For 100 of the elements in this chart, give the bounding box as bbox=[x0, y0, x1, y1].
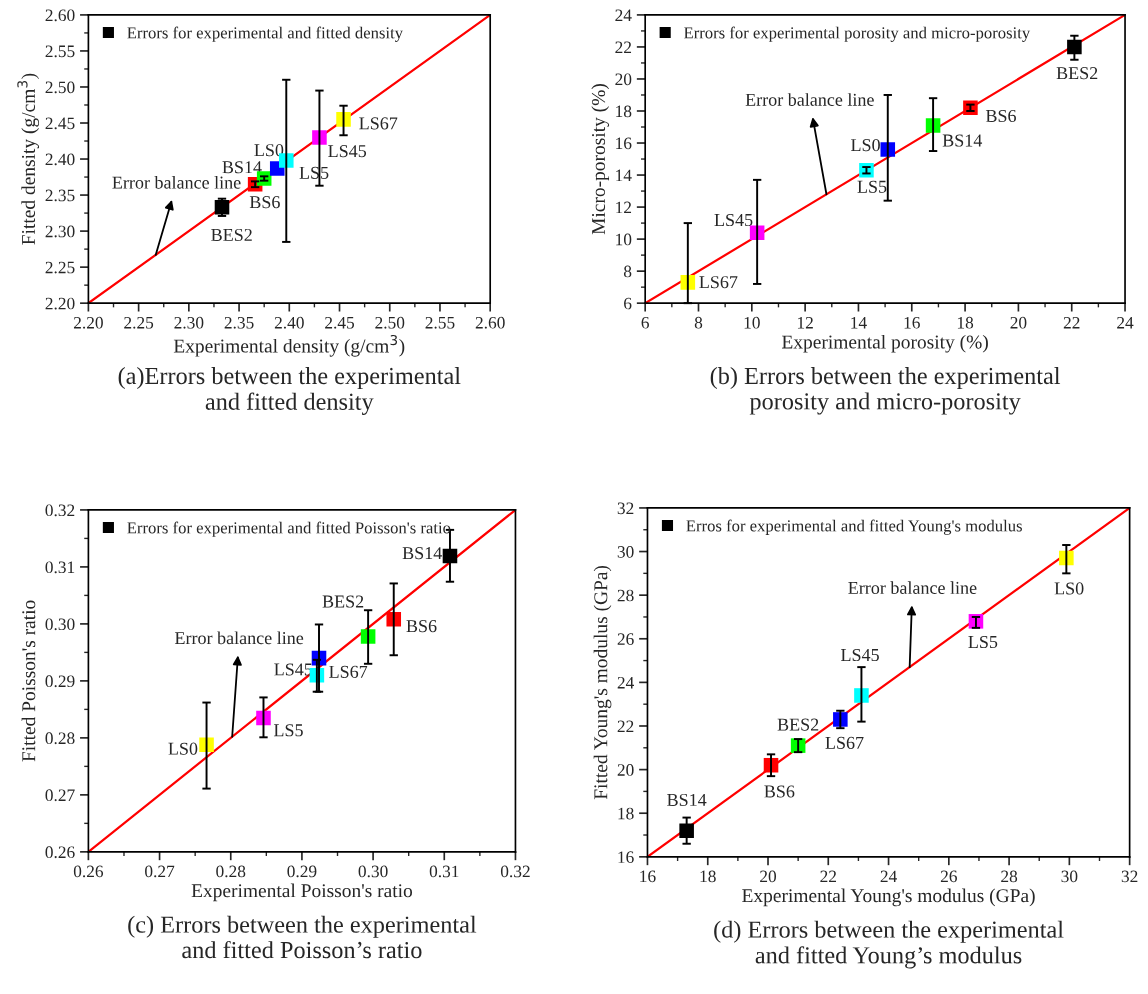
text: (d) Errors between the experimental and fitted Young’s modulus bbox=[714, 920, 1064, 969]
x-tick-label: 10 bbox=[744, 316, 760, 329]
x-tick-label: 18 bbox=[700, 870, 716, 883]
x-tick-label: 28 bbox=[1001, 870, 1018, 883]
y-axis-title: Fitted Young's modulus (GPa) bbox=[593, 565, 612, 800]
annotation: Error balance line bbox=[848, 581, 977, 594]
x-tick-label: 16 bbox=[640, 870, 656, 883]
y-tick-label: 18 bbox=[616, 105, 632, 118]
point bbox=[256, 710, 271, 726]
annotation: Error balance line bbox=[174, 631, 304, 645]
y-tick-label: 22 bbox=[617, 720, 634, 733]
x-tick-label: 2.50 bbox=[375, 316, 405, 329]
point bbox=[679, 823, 694, 838]
y-tick-label: 0.29 bbox=[45, 675, 75, 688]
annotation: BS14 bbox=[222, 161, 262, 174]
x-tick-label: 0.27 bbox=[145, 865, 175, 878]
x-tick-label: 2.60 bbox=[475, 316, 505, 329]
y-axis-title: Fitted density (g/cm$^{3}$) bbox=[17, 73, 40, 245]
x-tick-label: 2.20 bbox=[73, 316, 103, 329]
y-tick-label: 2.25 bbox=[45, 261, 75, 274]
annotation: LS0 bbox=[851, 138, 880, 152]
y-tick-label: 16 bbox=[618, 851, 634, 864]
annotation: BS6 bbox=[406, 620, 437, 633]
annotation: LS0 bbox=[254, 144, 284, 157]
x-tick-label: 22 bbox=[1063, 316, 1080, 329]
annotation: LS5 bbox=[968, 635, 998, 649]
y-axis-title: Micro-porosity (%) bbox=[591, 84, 610, 235]
x-tick-label: 22 bbox=[820, 870, 837, 883]
y-tick-label: 16 bbox=[616, 137, 632, 150]
x-axis-title: Experimental Young's modulus (GPa) bbox=[742, 888, 1035, 907]
x-tick-label: 24 bbox=[1117, 316, 1134, 329]
x-tick-label: 32 bbox=[1121, 870, 1138, 883]
y-tick-label: 8 bbox=[623, 265, 632, 278]
annotation: LS67 bbox=[699, 276, 738, 289]
y-tick-label: 2.60 bbox=[45, 9, 75, 22]
x-tick-label: 0.32 bbox=[500, 865, 530, 878]
legend-label: Errors for experimental and fitted Poisson's ratio bbox=[127, 521, 451, 537]
y-tick-label: 14 bbox=[616, 169, 632, 182]
legend-label: Errors for experimental porosity and micro-porosity bbox=[683, 26, 1031, 42]
y-tick-label: 2.55 bbox=[45, 45, 75, 58]
x-tick-label: 0.28 bbox=[216, 865, 246, 878]
y-tick-label: 10 bbox=[616, 233, 632, 246]
y-tick-label: 0.30 bbox=[45, 618, 75, 631]
y-tick-label: 20 bbox=[617, 764, 634, 776]
x-tick-label: 0.26 bbox=[73, 865, 104, 878]
annotation: LS45 bbox=[328, 145, 367, 158]
x-tick-label: 18 bbox=[957, 316, 974, 329]
y-tick-label: 0.32 bbox=[45, 504, 75, 517]
x-tick-label: 20 bbox=[760, 870, 777, 883]
x-tick-label: 2.45 bbox=[325, 316, 355, 329]
annotation: LS0 bbox=[168, 742, 198, 755]
x-tick-label: 2.25 bbox=[124, 316, 154, 329]
annotation: BS6 bbox=[249, 196, 280, 209]
annotation: BS14 bbox=[942, 134, 983, 147]
y-tick-label: 30 bbox=[617, 546, 634, 558]
x-tick-label: 2.40 bbox=[274, 316, 304, 329]
annotation: LS45 bbox=[714, 213, 753, 227]
y-axis-title: Fitted Poisson's ratio bbox=[21, 600, 36, 762]
annotation: LS5 bbox=[857, 180, 887, 193]
y-tick-label: 32 bbox=[617, 502, 634, 515]
y-tick-label: 22 bbox=[615, 41, 632, 53]
y-tick-label: 6 bbox=[624, 297, 632, 310]
text: (a)Errors between the experimental and fitted density bbox=[118, 367, 461, 415]
annotation: LS5 bbox=[273, 724, 303, 737]
annotation: BES2 bbox=[1056, 67, 1098, 80]
x-axis-title: Experimental density (g/cm$^{3}$) bbox=[173, 334, 405, 357]
y-tick-label: 26 bbox=[617, 633, 634, 645]
legend-label: Erros for experimental and fitted Young's modulus bbox=[686, 519, 1022, 535]
annotation: BES2 bbox=[211, 228, 252, 242]
x-tick-label: 0.30 bbox=[358, 865, 388, 878]
x-tick-label: 8 bbox=[694, 316, 703, 329]
y-tick-label: 24 bbox=[617, 676, 635, 689]
x-tick-label: 24 bbox=[880, 870, 897, 883]
y-tick-label: 0.28 bbox=[45, 732, 75, 745]
y-tick-label: 2.40 bbox=[45, 153, 75, 166]
text: (b) Errors between the experimental porosity and micro-porosity bbox=[710, 367, 1061, 415]
x-tick-label: 20 bbox=[1010, 316, 1027, 329]
annotation: Error balance line bbox=[745, 93, 874, 106]
y-tick-label: 2.20 bbox=[45, 297, 75, 310]
x-tick-label: 0.31 bbox=[429, 865, 459, 878]
x-tick-label: 14 bbox=[851, 316, 867, 329]
x-tick-label: 0.29 bbox=[287, 865, 317, 878]
x-tick-label: 26 bbox=[940, 870, 957, 883]
x-tick-label: 2.35 bbox=[224, 316, 254, 329]
annotation: LS67 bbox=[329, 665, 368, 678]
y-tick-label: 12 bbox=[616, 201, 632, 214]
annotation: LS67 bbox=[359, 117, 398, 130]
annotation: BS6 bbox=[764, 785, 795, 798]
x-tick-label: 12 bbox=[797, 316, 813, 329]
y-tick-label: 18 bbox=[618, 807, 634, 820]
annotation: BS14 bbox=[667, 793, 707, 807]
annotation: BES2 bbox=[777, 718, 819, 731]
y-tick-label: 2.30 bbox=[45, 225, 75, 238]
annotation: LS67 bbox=[825, 736, 864, 749]
x-tick-label: 16 bbox=[904, 316, 920, 329]
y-tick-label: 0.27 bbox=[45, 789, 75, 802]
y-tick-label: 24 bbox=[615, 9, 632, 21]
y-tick-label: 0.26 bbox=[45, 846, 75, 859]
annotation: LS0 bbox=[1054, 582, 1084, 595]
x-tick-label: 6 bbox=[641, 316, 649, 329]
